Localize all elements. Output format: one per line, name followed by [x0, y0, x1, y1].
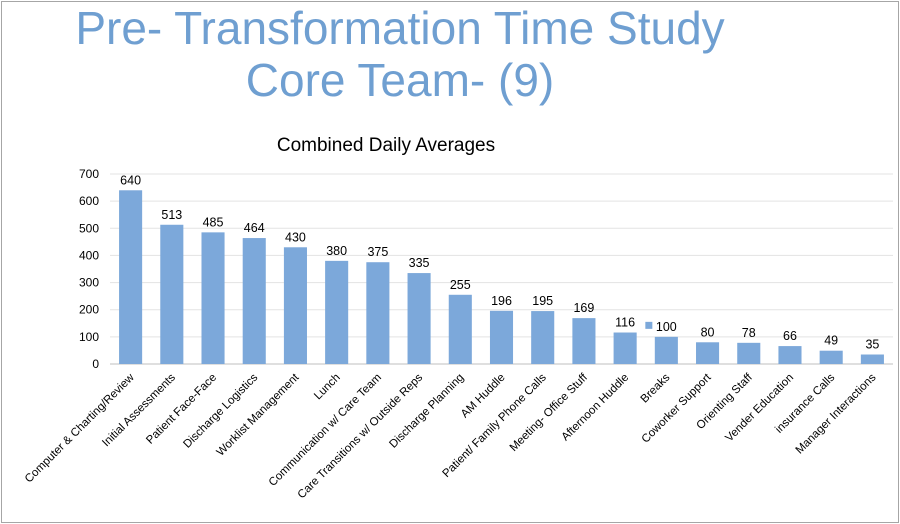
x-tick-label: Breaks	[639, 371, 673, 405]
y-tick-label: 100	[79, 330, 99, 344]
data-label: 35	[865, 338, 879, 352]
bar	[819, 350, 843, 364]
data-label: 80	[701, 325, 715, 339]
data-label: 49	[824, 334, 838, 348]
y-tick-label: 600	[79, 194, 99, 208]
data-label: 195	[532, 294, 553, 308]
data-label: 513	[161, 208, 182, 222]
data-label: 169	[573, 301, 594, 315]
x-tick-label: Coworker Support	[640, 371, 715, 446]
y-tick-label: 700	[79, 167, 99, 181]
bar	[201, 232, 225, 364]
x-tick-label: Lunch	[312, 372, 343, 403]
data-label: 255	[450, 278, 471, 292]
bar	[283, 247, 307, 364]
y-tick-label: 0	[92, 357, 99, 371]
y-tick-label: 400	[79, 248, 99, 262]
bar	[696, 342, 720, 364]
bar	[778, 346, 802, 364]
chart-title: Combined Daily Averages	[277, 135, 495, 156]
slide-title: Pre- Transformation Time Study Core Team…	[0, 2, 800, 106]
x-tick-label: Manager Interactions	[794, 371, 879, 456]
bar	[860, 354, 884, 364]
x-tick-label: Discharge Planning	[387, 372, 466, 451]
data-label: 430	[285, 230, 306, 244]
x-tick-label: Initial Assessments	[100, 371, 178, 449]
x-tick-label: Meeting- Office Stuff	[508, 371, 591, 454]
x-tick-label: Patient Face-Face	[144, 372, 219, 447]
x-tick-label: Discharge Logistics	[181, 371, 260, 450]
bar	[654, 336, 678, 364]
bar	[572, 318, 596, 364]
bar	[407, 273, 431, 364]
bar	[366, 262, 390, 364]
x-tick-label: Worklist Management	[215, 371, 303, 459]
bar	[242, 238, 266, 364]
bar	[489, 310, 514, 364]
slide-title-line1: Pre- Transformation Time Study	[75, 2, 725, 54]
y-tick-label: 300	[79, 276, 99, 290]
data-label: 78	[742, 326, 756, 340]
bar	[325, 260, 349, 364]
bar	[531, 311, 555, 364]
data-label: 66	[783, 329, 797, 343]
data-label: 100	[656, 320, 677, 334]
data-label: 335	[409, 256, 430, 270]
bar	[119, 190, 143, 364]
bar	[613, 332, 637, 364]
legend-marker	[645, 321, 653, 329]
data-label: 485	[203, 215, 224, 229]
bar	[737, 342, 761, 364]
y-tick-label: 500	[79, 221, 99, 235]
data-label: 196	[491, 294, 512, 308]
data-label: 464	[244, 221, 265, 235]
data-label: 116	[615, 316, 635, 330]
data-label: 375	[367, 245, 388, 259]
data-label: 380	[326, 244, 347, 258]
bar	[448, 294, 472, 364]
bar	[160, 224, 184, 364]
slide-title-line2: Core Team- (9)	[245, 54, 555, 106]
data-label: 640	[120, 173, 141, 187]
y-tick-label: 200	[79, 303, 99, 317]
